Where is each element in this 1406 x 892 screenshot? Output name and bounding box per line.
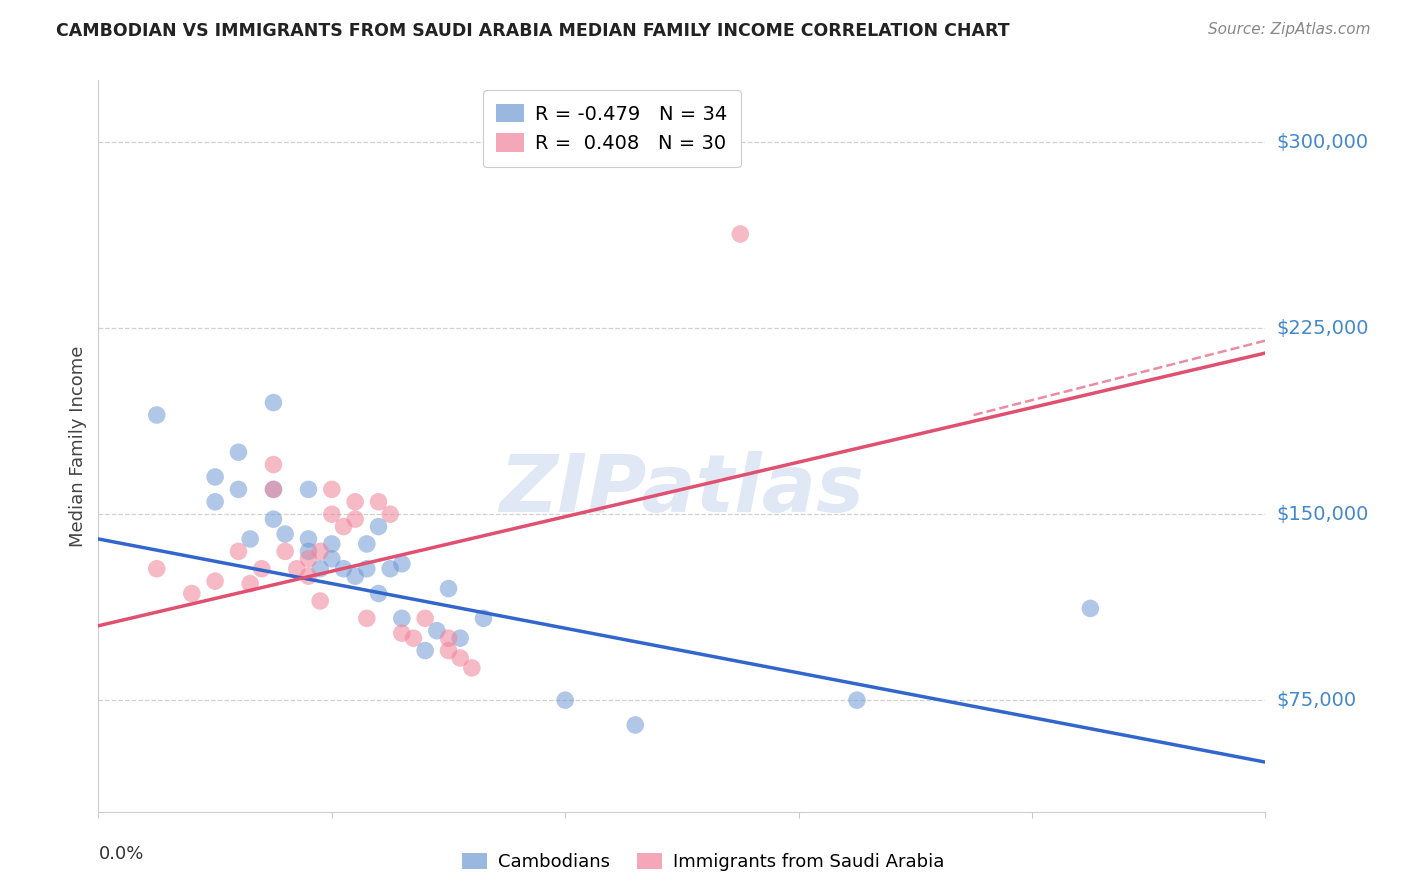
Point: [356, 611, 378, 625]
Point: [367, 519, 389, 533]
Point: [204, 574, 226, 588]
Text: Source: ZipAtlas.com: Source: ZipAtlas.com: [1208, 22, 1371, 37]
Point: [391, 611, 413, 625]
Point: [321, 537, 343, 551]
Point: [262, 395, 284, 409]
Point: [413, 611, 436, 625]
Point: [846, 693, 869, 707]
Point: [274, 527, 297, 541]
Point: [1080, 601, 1102, 615]
Text: 0.0%: 0.0%: [98, 845, 143, 863]
Point: [344, 512, 367, 526]
Point: [146, 408, 169, 422]
Point: [367, 586, 389, 600]
Point: [274, 544, 297, 558]
Point: [472, 611, 495, 625]
Point: [204, 495, 226, 509]
Point: [449, 631, 471, 645]
Point: [309, 544, 332, 558]
Text: ZIPatlas: ZIPatlas: [499, 450, 865, 529]
Point: [624, 718, 647, 732]
Point: [285, 562, 308, 576]
Point: [204, 470, 226, 484]
Point: [332, 519, 354, 533]
Text: $225,000: $225,000: [1277, 318, 1369, 338]
Y-axis label: Median Family Income: Median Family Income: [69, 345, 87, 547]
Point: [413, 643, 436, 657]
Point: [297, 551, 319, 566]
Legend: R = -0.479   N = 34, R =  0.408   N = 30: R = -0.479 N = 34, R = 0.408 N = 30: [482, 90, 741, 167]
Point: [297, 532, 319, 546]
Point: [228, 483, 250, 497]
Point: [309, 594, 332, 608]
Point: [437, 631, 460, 645]
Point: [356, 562, 378, 576]
Text: $75,000: $75,000: [1277, 690, 1357, 710]
Point: [391, 626, 413, 640]
Point: [380, 562, 402, 576]
Point: [449, 651, 471, 665]
Point: [228, 445, 250, 459]
Point: [554, 693, 576, 707]
Point: [426, 624, 449, 638]
Point: [437, 582, 460, 596]
Point: [380, 507, 402, 521]
Point: [309, 562, 332, 576]
Point: [262, 483, 284, 497]
Text: CAMBODIAN VS IMMIGRANTS FROM SAUDI ARABIA MEDIAN FAMILY INCOME CORRELATION CHART: CAMBODIAN VS IMMIGRANTS FROM SAUDI ARABI…: [56, 22, 1010, 40]
Point: [356, 537, 378, 551]
Point: [344, 569, 367, 583]
Point: [228, 544, 250, 558]
Point: [437, 643, 460, 657]
Point: [262, 458, 284, 472]
Point: [262, 483, 284, 497]
Point: [262, 512, 284, 526]
Point: [344, 495, 367, 509]
Point: [332, 562, 354, 576]
Point: [461, 661, 484, 675]
Point: [239, 576, 262, 591]
Text: $150,000: $150,000: [1277, 505, 1369, 524]
Point: [321, 507, 343, 521]
Legend: Cambodians, Immigrants from Saudi Arabia: Cambodians, Immigrants from Saudi Arabia: [454, 846, 952, 879]
Point: [180, 586, 202, 600]
Text: $300,000: $300,000: [1277, 133, 1368, 152]
Point: [391, 557, 413, 571]
Point: [297, 569, 319, 583]
Point: [146, 562, 169, 576]
Point: [730, 227, 752, 241]
Point: [297, 483, 319, 497]
Point: [321, 551, 343, 566]
Point: [250, 562, 273, 576]
Point: [402, 631, 425, 645]
Point: [297, 544, 319, 558]
Point: [239, 532, 262, 546]
Point: [367, 495, 389, 509]
Point: [321, 483, 343, 497]
